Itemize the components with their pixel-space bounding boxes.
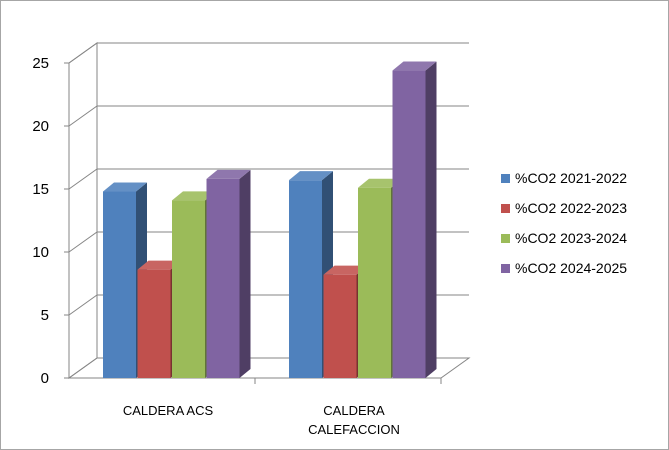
y-tick-label: 5 — [41, 307, 49, 324]
bar — [392, 61, 437, 379]
bar-front — [392, 70, 426, 378]
y-tick-label: 10 — [32, 244, 49, 261]
legend-swatch — [501, 264, 510, 273]
bar-top — [289, 171, 333, 181]
bar-front — [137, 269, 171, 378]
bar — [206, 169, 251, 378]
bar-front — [103, 191, 136, 378]
y-tick-label: 20 — [32, 118, 49, 135]
bar-top — [323, 265, 368, 275]
bar-top — [206, 169, 251, 179]
bar-top — [392, 61, 437, 71]
bar-front — [358, 187, 391, 378]
legend-label: %CO2 2021-2022 — [515, 170, 627, 186]
bar-front — [323, 274, 357, 378]
gridline — [68, 231, 469, 253]
legend-label: %CO2 2024-2025 — [515, 260, 627, 276]
category-label: CALDERA ACS — [123, 403, 214, 418]
gridline — [68, 42, 469, 64]
category-label: CALDERA CALEFACCION — [308, 403, 400, 437]
y-tick-label: 15 — [32, 181, 49, 198]
bar-front — [206, 178, 240, 378]
y-tick-label: 0 — [41, 370, 49, 387]
legend: %CO2 2021-2022 %CO2 2022-2023 %CO2 2023-20… — [501, 170, 627, 276]
bar-top — [358, 178, 402, 188]
gridline — [68, 168, 469, 190]
legend-swatch — [501, 234, 510, 243]
legend-label: %CO2 2022-2023 — [515, 200, 627, 216]
gridline — [68, 105, 469, 127]
legend-swatch — [501, 174, 510, 183]
bar-side — [425, 61, 437, 379]
side-wall — [68, 42, 98, 379]
bar-front — [172, 200, 205, 378]
bar-top — [103, 182, 147, 192]
legend-swatch — [501, 204, 510, 213]
bar-top — [137, 260, 182, 270]
y-tick-label: 25 — [32, 55, 49, 72]
bar-top — [172, 191, 216, 201]
bar-side — [239, 169, 251, 378]
legend-label: %CO2 2023-2024 — [515, 230, 627, 246]
bar-front — [289, 180, 322, 378]
